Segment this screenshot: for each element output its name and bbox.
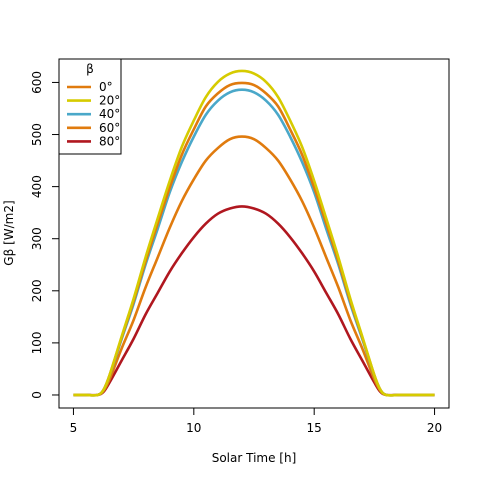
x-tick-label-2: 15	[307, 421, 322, 435]
y-tick-label-6: 600	[30, 71, 44, 94]
y-tick-label-5: 500	[30, 123, 44, 146]
y-axis-title: Gβ [W/m2]	[2, 200, 16, 265]
series-layer	[73, 71, 434, 395]
x-tick-label-0: 5	[70, 421, 78, 435]
y-tick-label-4: 400	[30, 175, 44, 198]
y-tick-label-3: 300	[30, 227, 44, 250]
legend-label-3: 60°	[99, 121, 120, 135]
x-tick-label-3: 20	[427, 421, 442, 435]
series-line-3	[73, 137, 434, 396]
series-line-1	[73, 71, 434, 395]
y-tick-label-1: 100	[30, 331, 44, 354]
y-tick-label-0: 0	[30, 391, 44, 399]
x-axis: 5 10 15 20	[70, 408, 443, 435]
legend: β 0°20°40°60°80°	[59, 59, 121, 154]
legend-label-1: 20°	[99, 94, 120, 108]
x-axis-title: Solar Time [h]	[212, 451, 297, 465]
legend-label-0: 0°	[99, 80, 113, 94]
legend-label-4: 80°	[99, 134, 120, 148]
legend-title: β	[86, 62, 94, 76]
y-tick-label-2: 200	[30, 279, 44, 302]
y-axis: 0 100 200 300 400 500 600	[30, 71, 59, 399]
x-tick-label-1: 10	[186, 421, 201, 435]
legend-label-2: 40°	[99, 107, 120, 121]
series-line-4	[73, 206, 434, 395]
